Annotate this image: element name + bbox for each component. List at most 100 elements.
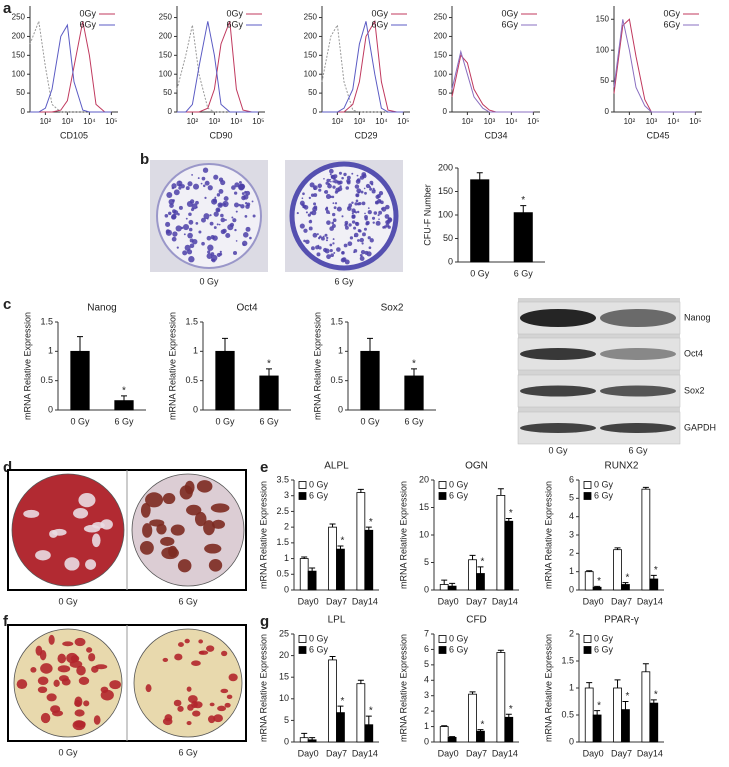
stain-blob [57,665,71,673]
colony [356,178,361,182]
colony [372,221,375,224]
error-bar [449,582,456,587]
colony [232,250,238,256]
colony [185,217,188,220]
colony [204,196,207,199]
colony [369,238,374,243]
colony [195,206,198,209]
error-bar [622,701,629,710]
legend-label: 6Gy [501,19,518,29]
x-tick-label: 10² [332,117,344,126]
legend-label: 0 Gy [594,479,614,489]
image-label: 6 Gy [334,276,354,286]
bar [468,693,477,743]
colony [213,174,219,180]
colony [354,184,360,189]
x-axis-label: CD90 [209,130,232,140]
bar [468,559,477,591]
colony [202,167,209,173]
colony [241,240,248,247]
stain-blob [93,715,101,725]
histogram-curve [30,21,112,113]
y-tick-label: 25 [279,628,289,638]
stain-blob [74,709,85,717]
x-tick-label: 10⁵ [527,117,539,126]
bar [114,400,134,411]
x-tick-label: Day14 [637,748,663,758]
colony [218,223,221,226]
y-tick-label: 1.5 [276,537,289,547]
y-tick-label: 100 [596,45,610,54]
y-tick-label: 15 [279,672,289,682]
stain-blob [192,710,201,717]
legend-label: 6Gy [79,19,96,29]
y-tick-label: 0 [48,404,53,414]
colony [203,213,210,220]
y-tick-label: 20 [279,650,289,660]
significance-mark: * [341,696,345,707]
colony [202,184,206,188]
x-tick-label: Day14 [352,748,378,758]
colony [322,235,325,238]
y-tick-label: 1.5 [330,316,343,326]
colony [369,180,374,185]
colony [332,212,336,217]
bar [259,375,279,411]
stain-blob [204,543,222,554]
colony [213,226,217,229]
colony [332,218,337,223]
colony [358,191,361,194]
colony [332,185,336,189]
colony [188,256,195,263]
legend-swatch [438,635,447,643]
x-tick-label: 10⁵ [397,117,409,126]
x-tick-label: 10⁴ [83,117,96,126]
y-tick-label: 150 [434,50,448,59]
chart-title: Nanog [87,303,116,314]
stain-blob [51,710,64,717]
y-axis-label: mRNA Relative Expression [22,312,32,420]
colony [212,235,218,241]
colony [303,205,309,210]
chart-title: PPAR-γ [604,615,639,626]
colony [333,252,336,254]
colony [187,181,193,187]
y-tick-label: 50 [438,88,447,97]
x-tick-label: 10⁴ [667,117,680,126]
colony [223,202,226,206]
panel-label: e [260,459,268,476]
colony [318,246,322,250]
stain-blob [206,645,215,652]
colony [218,203,223,207]
panel-label: d [3,459,12,476]
colony [176,246,179,249]
stain-blob [211,519,226,529]
colony [218,188,224,194]
blot-band [600,385,676,397]
legend-label: 0Gy [226,8,243,18]
legend-label: 0Gy [79,8,96,18]
stain-blob [177,559,192,573]
bar [592,714,602,743]
error-bar [121,395,127,401]
legend-swatch [583,481,592,489]
bar [621,709,630,743]
colony [223,196,229,202]
y-tick-label: 250 [12,13,26,22]
histogram-curve [321,23,404,113]
colony [387,217,393,223]
colony [207,250,211,254]
colony [303,228,308,233]
colony [313,193,318,197]
stain-blob [94,664,108,670]
colony [189,243,195,249]
legend-swatch [298,481,307,489]
legend-swatch [438,646,447,654]
colony [305,211,308,214]
x-axis-label: CD29 [354,130,377,140]
stain-blob [62,641,74,647]
y-tick-label: 250 [304,13,318,22]
colony [245,204,250,209]
colony [361,201,366,206]
